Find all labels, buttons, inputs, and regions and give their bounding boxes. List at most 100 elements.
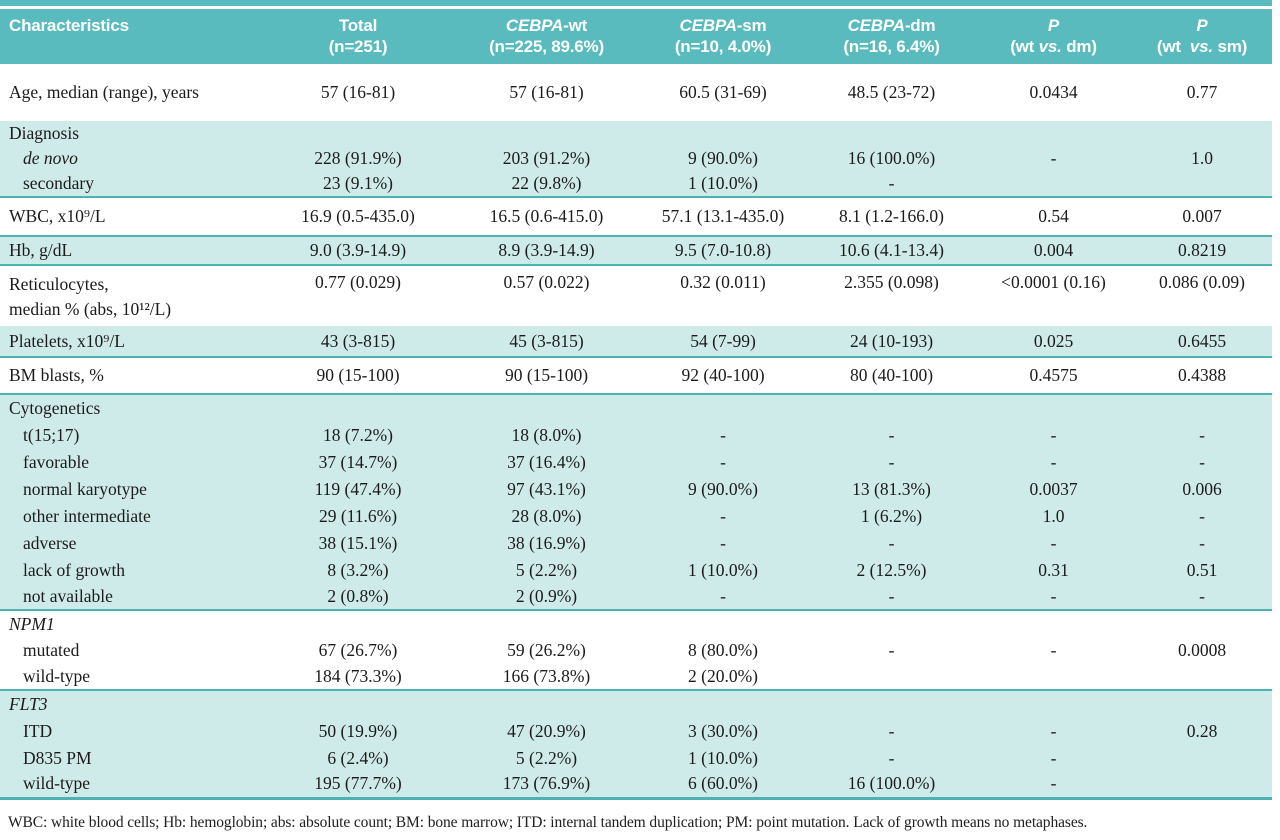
cell: 9.5 (7.0-10.8) bbox=[638, 236, 808, 265]
table-row: Cytogenetics bbox=[0, 394, 1272, 422]
cell: 2 (0.8%) bbox=[261, 584, 455, 610]
row-label: ITD bbox=[0, 718, 261, 745]
row-label: BM blasts, % bbox=[9, 365, 104, 385]
cell: 184 (73.3%) bbox=[314, 666, 402, 686]
row-label: secondary bbox=[0, 171, 261, 197]
cell: 1.0 bbox=[975, 503, 1132, 530]
row-label: favorable bbox=[0, 449, 261, 476]
cell: 67 (26.7%) bbox=[318, 640, 398, 660]
cell: 1.0 bbox=[1132, 146, 1272, 171]
cell bbox=[638, 690, 808, 718]
cell bbox=[455, 121, 638, 146]
cell bbox=[975, 664, 1132, 690]
column-header-1: Total (n=251) bbox=[261, 9, 455, 64]
row-label: Diagnosis bbox=[0, 121, 261, 146]
column-header-5: P (wt vs. dm) bbox=[975, 9, 1132, 64]
cell: 0.57 (0.022) bbox=[503, 272, 590, 292]
row-label: wild-type bbox=[0, 771, 261, 798]
cell: 80 (40-100) bbox=[849, 365, 934, 385]
cell: 0.086 (0.09) bbox=[1158, 272, 1246, 292]
row-label: mutated bbox=[23, 640, 80, 660]
section-platelets: Platelets, x10⁹/L 43 (3-815) 45 (3-815) 54 … bbox=[0, 326, 1272, 357]
row-label: de novo bbox=[0, 146, 261, 171]
cell: - bbox=[975, 422, 1132, 449]
table-row: favorable 37 (14.7%) 37 (16.4%) - - - - bbox=[0, 449, 1272, 476]
cell: 2 (20.0%) bbox=[688, 666, 758, 686]
cell: 5 (2.2%) bbox=[455, 557, 638, 584]
cell: 18 (7.2%) bbox=[261, 422, 455, 449]
row-label: other intermediate bbox=[0, 503, 261, 530]
table-row: Diagnosis bbox=[0, 121, 1272, 146]
table-row: lack of growth 8 (3.2%) 5 (2.2%) 1 (10.0%) 2… bbox=[0, 557, 1272, 584]
cell: 57 (16-81) bbox=[320, 82, 396, 102]
column-header-line: Characteristics bbox=[9, 16, 129, 35]
column-header-line: (wt vs. dm) bbox=[1010, 37, 1097, 56]
cell: 16.5 (0.6-415.0) bbox=[489, 206, 604, 226]
table-row: wild-type 184 (73.3%) 166 (73.8%) 2 (20.0%) bbox=[0, 664, 1272, 690]
cell bbox=[808, 121, 975, 146]
cell bbox=[1132, 745, 1272, 771]
cell: 9 (90.0%) bbox=[638, 476, 808, 503]
cell: 5 (2.2%) bbox=[455, 745, 638, 771]
cell: 1 (10.0%) bbox=[638, 557, 808, 584]
row-label: Cytogenetics bbox=[0, 394, 261, 422]
table-row: adverse 38 (15.1%) 38 (16.9%) - - - - bbox=[0, 530, 1272, 557]
cell: 60.5 (31-69) bbox=[679, 82, 767, 102]
cell: 8.9 (3.9-14.9) bbox=[455, 236, 638, 265]
cell bbox=[975, 171, 1132, 197]
cell: 57.1 (13.1-435.0) bbox=[661, 206, 785, 226]
cell: 203 (91.2%) bbox=[455, 146, 638, 171]
cell: 37 (16.4%) bbox=[455, 449, 638, 476]
cell: - bbox=[638, 503, 808, 530]
cell bbox=[261, 394, 455, 422]
section-cytogenetics: Cytogenetics t(15;17) 18 (7.2%) 18 (8.0%) - -… bbox=[0, 394, 1272, 610]
cell: - bbox=[888, 640, 895, 660]
cell: - bbox=[1132, 584, 1272, 610]
table-row: FLT3 bbox=[0, 690, 1272, 718]
cell: 0.51 bbox=[1132, 557, 1272, 584]
row-label: wild-type bbox=[23, 666, 91, 686]
cell: - bbox=[975, 146, 1132, 171]
cell: - bbox=[638, 422, 808, 449]
row-label: Age, median (range), years bbox=[9, 82, 199, 102]
cell bbox=[1132, 121, 1272, 146]
cell bbox=[975, 394, 1132, 422]
cell: 23 (9.1%) bbox=[261, 171, 455, 197]
row-label: FLT3 bbox=[0, 690, 261, 718]
cell: 0.0434 bbox=[1029, 82, 1078, 102]
section-reticulocytes: Reticulocytes, median % (abs, 10¹²/L) 0.7… bbox=[0, 265, 1272, 326]
cell: 1 (10.0%) bbox=[638, 171, 808, 197]
cell: 3 (30.0%) bbox=[638, 718, 808, 745]
cell bbox=[638, 394, 808, 422]
cell: 13 (81.3%) bbox=[808, 476, 975, 503]
column-header-4: CEBPA-dm (n=16, 6.4%) bbox=[808, 9, 975, 64]
column-header-line: CEBPA-dm bbox=[847, 16, 936, 35]
cell: 2.355 (0.098) bbox=[844, 272, 939, 292]
cell: 16 (100.0%) bbox=[808, 146, 975, 171]
cell: 57 (16-81) bbox=[509, 82, 584, 102]
cell: 0.004 bbox=[975, 236, 1132, 265]
table-row: other intermediate 29 (11.6%) 28 (8.0%) -1 … bbox=[0, 503, 1272, 530]
cell: 8 (80.0%) bbox=[688, 640, 758, 660]
cell: - bbox=[808, 584, 975, 610]
cell: 195 (77.7%) bbox=[261, 771, 455, 798]
table-top-rule bbox=[0, 0, 1272, 6]
cell: - bbox=[1132, 449, 1272, 476]
cell: 16.9 (0.5-435.0) bbox=[301, 206, 415, 226]
cell: 38 (15.1%) bbox=[261, 530, 455, 557]
cell: 1 (6.2%) bbox=[808, 503, 975, 530]
cell bbox=[1132, 171, 1272, 197]
cell bbox=[808, 394, 975, 422]
column-header-line: (n=16, 6.4%) bbox=[843, 37, 940, 56]
row-label: D835 PM bbox=[0, 745, 261, 771]
cell bbox=[638, 610, 808, 637]
header-row: Characteristics Total (n=251) CEBPA-wt (n=22… bbox=[0, 9, 1272, 64]
cell: 59 (26.2%) bbox=[507, 640, 586, 660]
cell: 2 (0.9%) bbox=[455, 584, 638, 610]
cell bbox=[455, 690, 638, 718]
column-header-line: (n=10, 4.0%) bbox=[674, 37, 772, 56]
cell: 9.0 (3.9-14.9) bbox=[261, 236, 455, 265]
cell: 119 (47.4%) bbox=[261, 476, 455, 503]
column-header-3: CEBPA-sm (n=10, 4.0%) bbox=[638, 9, 808, 64]
